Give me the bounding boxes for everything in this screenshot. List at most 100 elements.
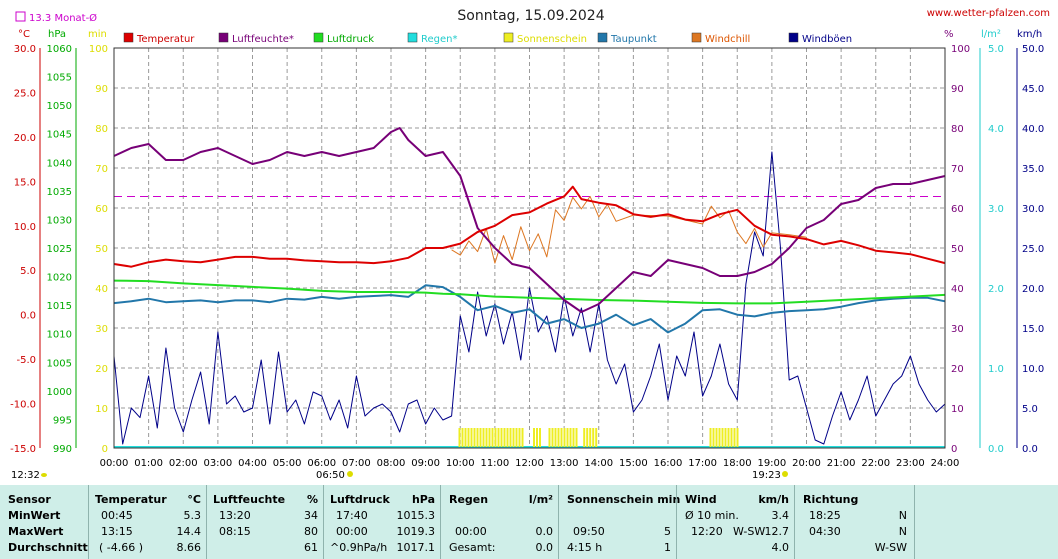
pressure-tick-label: 1045 bbox=[47, 130, 72, 141]
sunshine-bar bbox=[554, 428, 557, 447]
sunshine-bar bbox=[479, 428, 482, 447]
rain-tick-label: 1.0 bbox=[988, 364, 1004, 375]
x-tick-label: 23:00 bbox=[896, 458, 925, 469]
sunshine-tick-label: 0 bbox=[102, 444, 108, 455]
x-tick-label: 04:00 bbox=[238, 458, 267, 469]
sunshine-bar bbox=[736, 428, 739, 447]
x-tick-label: 02:00 bbox=[169, 458, 198, 469]
unit-humidity: % bbox=[944, 29, 954, 40]
sunshine-bar bbox=[566, 428, 569, 447]
pressure-tick-label: 1040 bbox=[47, 158, 72, 169]
rain-tick-label: 3.0 bbox=[988, 204, 1004, 215]
press-max-time: 00:00 bbox=[336, 525, 368, 538]
sunshine-bar bbox=[595, 428, 598, 447]
x-tick-label: 10:00 bbox=[446, 458, 475, 469]
site-url: www.wetter-pfalzen.com bbox=[927, 8, 1050, 19]
sunshine-bar bbox=[497, 428, 500, 447]
x-tick-label: 24:00 bbox=[931, 458, 960, 469]
humidity-header: Luftfeuchte bbox=[213, 493, 286, 506]
unit-sunshine: min bbox=[88, 29, 107, 40]
legend-swatch bbox=[597, 32, 608, 43]
sunrise-marker: 06:50 bbox=[316, 470, 353, 481]
moon-icon bbox=[41, 473, 47, 477]
sunshine-bar bbox=[512, 428, 515, 447]
legend: Temperatur Luftfeuchte* Luftdruck Regen* Son… bbox=[123, 32, 852, 45]
sunshine-bar bbox=[730, 428, 733, 447]
press-trend: ^0.9hPa/h bbox=[330, 541, 388, 554]
humidity-tick-label: 0 bbox=[951, 444, 957, 455]
humidity-tick-label: 10 bbox=[951, 404, 964, 415]
sunshine-header: Sonnenschein min bbox=[567, 493, 681, 506]
wind-avg-label: Ø 10 min. bbox=[685, 509, 739, 522]
sunshine-bar bbox=[461, 428, 464, 447]
humidity-tick-label: 30 bbox=[951, 324, 964, 335]
pressure-tick-label: 1010 bbox=[47, 330, 72, 341]
plot-border bbox=[113, 47, 946, 449]
press-avg-value: 1017.1 bbox=[396, 541, 436, 554]
temp-tick-label: 5.0 bbox=[20, 266, 36, 277]
temp-tick-label: -10.0 bbox=[10, 400, 36, 411]
temp-max-value: 14.4 bbox=[176, 525, 202, 538]
temp-min-value: 5.3 bbox=[183, 509, 202, 522]
temperature-header: Temperatur bbox=[95, 493, 167, 506]
wind-tick-label: 25.0 bbox=[1022, 244, 1044, 255]
sunshine-bar bbox=[733, 428, 736, 447]
sunshine-bar bbox=[488, 428, 491, 447]
dir-max-time: 04:30 bbox=[809, 525, 841, 538]
sensor-header: Sensor bbox=[8, 493, 51, 506]
sunshine-bar bbox=[548, 428, 551, 447]
humidity-tick-label: 20 bbox=[951, 364, 964, 375]
sunshine-section: Sonnenschein min 09:50 5 4:15 h 1 bbox=[558, 485, 681, 559]
left-axes: 30.0 25.0 20.0 15.0 10.0 5.0 0.0 -5.0 -10.0 -15.0… bbox=[10, 44, 108, 455]
humidity-tick-label: 50 bbox=[951, 244, 964, 255]
legend-swatch bbox=[503, 32, 514, 43]
sunshine-tick-label: 50 bbox=[95, 244, 108, 255]
humidity-tick-label: 40 bbox=[951, 284, 964, 295]
humidity-tick-label: 60 bbox=[951, 204, 964, 215]
rain-total-label: Gesamt: bbox=[449, 541, 496, 554]
legend-swatch bbox=[788, 32, 799, 43]
temp-tick-label: 25.0 bbox=[14, 88, 36, 99]
sunshine-bar bbox=[583, 428, 586, 447]
dir-max-value: N bbox=[898, 525, 907, 538]
dir-min-value: N bbox=[898, 509, 907, 522]
sunshine-tick-label: 10 bbox=[95, 404, 108, 415]
sun-total-hours: 4:15 h bbox=[567, 541, 603, 554]
dir-min-time: 18:25 bbox=[809, 509, 841, 522]
humidity-tick-label: 100 bbox=[951, 44, 970, 55]
sunshine-bar bbox=[569, 428, 572, 447]
x-tick-label: 18:00 bbox=[723, 458, 752, 469]
sunshine-bar bbox=[709, 428, 712, 447]
x-tick-label: 13:00 bbox=[550, 458, 579, 469]
sun-icon bbox=[782, 471, 788, 477]
press-max-value: 1019.3 bbox=[396, 525, 436, 538]
sunshine-tick-label: 90 bbox=[95, 84, 108, 95]
hum-max-value: 80 bbox=[304, 525, 318, 538]
rain-max-time: 00:00 bbox=[455, 525, 487, 538]
pressure-tick-label: 1000 bbox=[47, 387, 72, 398]
temp-tick-label: -15.0 bbox=[10, 444, 36, 455]
legend-label: Luftdruck bbox=[327, 34, 374, 45]
pressure-tick-label: 1055 bbox=[47, 73, 72, 84]
right-axes: 10090807060504030201005.04.03.02.01.00.0… bbox=[951, 44, 1044, 455]
rain-section: Regen l/m² 00:00 0.0 Gesamt: 0.0 bbox=[440, 485, 559, 559]
legend-swatch bbox=[691, 32, 702, 43]
legend-label: Windchill bbox=[705, 34, 750, 45]
temp-min-time: 00:45 bbox=[101, 509, 133, 522]
humidity-tick-label: 70 bbox=[951, 164, 964, 175]
temperature-section: Temperatur °C 00:45 5.3 13:15 14.4 ( -4.… bbox=[88, 485, 207, 559]
wind-tick-label: 30.0 bbox=[1022, 204, 1044, 215]
sunshine-bar bbox=[482, 428, 485, 447]
windgust-series bbox=[113, 151, 946, 445]
sunshine-bar bbox=[536, 428, 538, 447]
sunshine-tick-label: 70 bbox=[95, 164, 108, 175]
press-min-time: 17:40 bbox=[336, 509, 368, 522]
weather-chart: 30.0 25.0 20.0 15.0 10.0 5.0 0.0 -5.0 -10.0 -15.0… bbox=[10, 8, 1050, 481]
sunshine-bar bbox=[718, 428, 721, 447]
sunshine-bar bbox=[464, 428, 467, 447]
sun-avg-value: 1 bbox=[664, 541, 671, 554]
legend-swatch bbox=[407, 32, 418, 43]
avg-legend-label: 13.3 Monat-Ø bbox=[29, 12, 97, 24]
sunshine-bar bbox=[727, 428, 730, 447]
chart-title: Sonntag, 15.09.2024 bbox=[457, 8, 604, 24]
